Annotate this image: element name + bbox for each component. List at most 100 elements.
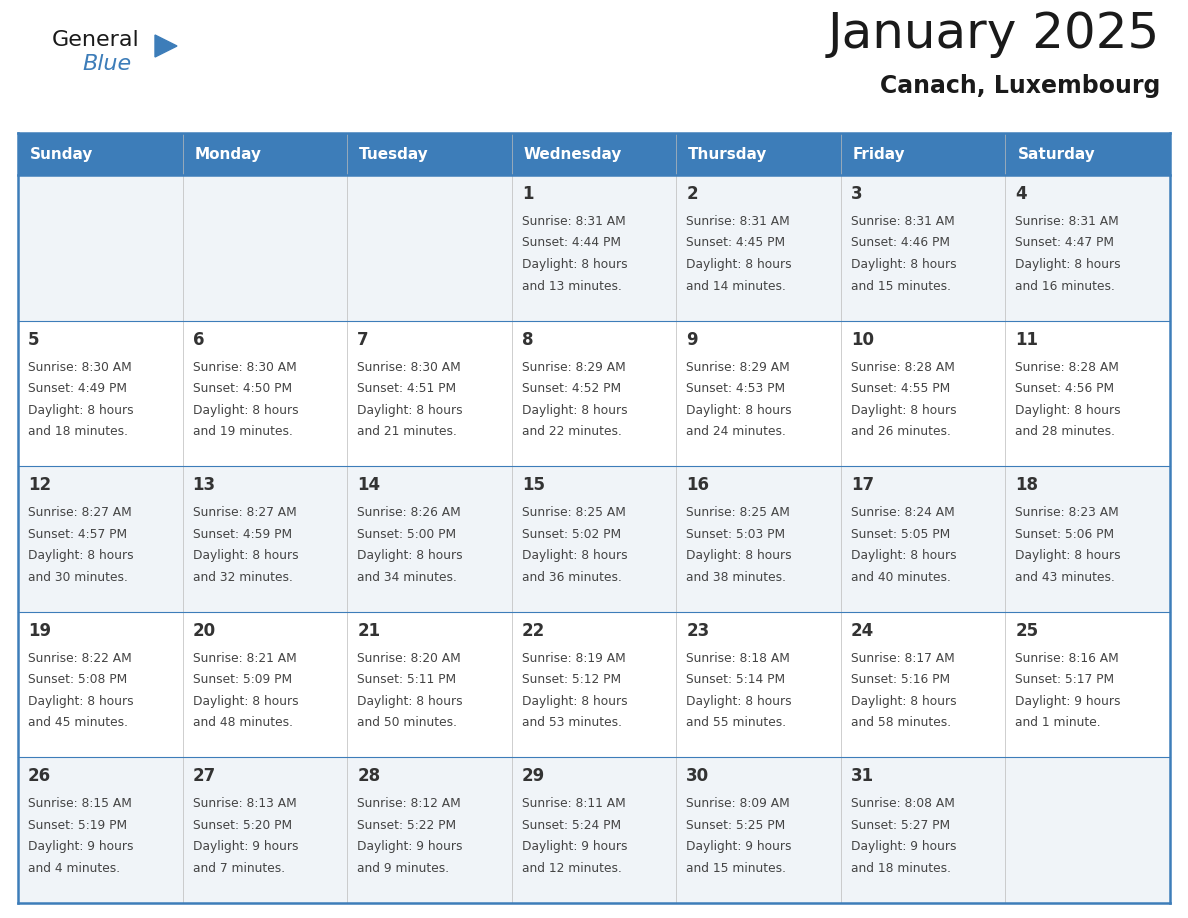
Text: 14: 14	[358, 476, 380, 494]
Text: and 9 minutes.: and 9 minutes.	[358, 862, 449, 875]
Text: and 19 minutes.: and 19 minutes.	[192, 425, 292, 438]
Text: Daylight: 8 hours: Daylight: 8 hours	[1016, 258, 1121, 271]
Text: and 53 minutes.: and 53 minutes.	[522, 716, 621, 729]
Text: Sunset: 5:02 PM: Sunset: 5:02 PM	[522, 528, 621, 541]
Text: Daylight: 8 hours: Daylight: 8 hours	[358, 549, 463, 562]
Bar	[347, 611, 512, 757]
Text: Sunrise: 8:17 AM: Sunrise: 8:17 AM	[851, 652, 955, 665]
Text: and 28 minutes.: and 28 minutes.	[1016, 425, 1116, 438]
Text: Sunset: 5:06 PM: Sunset: 5:06 PM	[1016, 528, 1114, 541]
Bar	[183, 133, 347, 175]
Text: Sunrise: 8:11 AM: Sunrise: 8:11 AM	[522, 798, 625, 811]
Bar	[512, 320, 676, 466]
Text: 9: 9	[687, 330, 697, 349]
Bar	[1005, 466, 1170, 611]
Text: Daylight: 9 hours: Daylight: 9 hours	[192, 840, 298, 854]
Text: Daylight: 8 hours: Daylight: 8 hours	[192, 549, 298, 562]
Text: Daylight: 8 hours: Daylight: 8 hours	[522, 404, 627, 417]
Text: Sunset: 5:24 PM: Sunset: 5:24 PM	[522, 819, 621, 832]
Text: Daylight: 8 hours: Daylight: 8 hours	[192, 404, 298, 417]
Bar	[183, 611, 347, 757]
Bar	[347, 175, 512, 320]
Text: Sunset: 5:16 PM: Sunset: 5:16 PM	[851, 673, 950, 687]
Text: Sunset: 4:55 PM: Sunset: 4:55 PM	[851, 382, 950, 395]
Text: Sunset: 4:51 PM: Sunset: 4:51 PM	[358, 382, 456, 395]
Text: Canach, Luxembourg: Canach, Luxembourg	[879, 74, 1159, 98]
Bar	[347, 757, 512, 903]
Text: Daylight: 8 hours: Daylight: 8 hours	[29, 404, 133, 417]
Text: and 34 minutes.: and 34 minutes.	[358, 571, 457, 584]
Bar	[347, 466, 512, 611]
Text: Sunset: 5:05 PM: Sunset: 5:05 PM	[851, 528, 950, 541]
Text: Sunset: 4:45 PM: Sunset: 4:45 PM	[687, 237, 785, 250]
Text: Sunrise: 8:30 AM: Sunrise: 8:30 AM	[29, 361, 132, 374]
Text: 15: 15	[522, 476, 545, 494]
Text: Sunrise: 8:30 AM: Sunrise: 8:30 AM	[192, 361, 296, 374]
Text: Sunrise: 8:28 AM: Sunrise: 8:28 AM	[851, 361, 955, 374]
Text: and 32 minutes.: and 32 minutes.	[192, 571, 292, 584]
Text: 8: 8	[522, 330, 533, 349]
Text: Sunrise: 8:28 AM: Sunrise: 8:28 AM	[1016, 361, 1119, 374]
Text: 31: 31	[851, 767, 874, 786]
Text: Sunset: 5:17 PM: Sunset: 5:17 PM	[1016, 673, 1114, 687]
Text: Sunset: 4:44 PM: Sunset: 4:44 PM	[522, 237, 620, 250]
Text: Sunset: 5:09 PM: Sunset: 5:09 PM	[192, 673, 292, 687]
Text: Sunrise: 8:24 AM: Sunrise: 8:24 AM	[851, 506, 955, 520]
Text: Sunset: 4:46 PM: Sunset: 4:46 PM	[851, 237, 950, 250]
Text: and 30 minutes.: and 30 minutes.	[29, 571, 128, 584]
Text: 5: 5	[29, 330, 39, 349]
Text: Sunrise: 8:30 AM: Sunrise: 8:30 AM	[358, 361, 461, 374]
Text: and 18 minutes.: and 18 minutes.	[851, 862, 950, 875]
Polygon shape	[154, 35, 177, 57]
Text: 18: 18	[1016, 476, 1038, 494]
Text: Sunrise: 8:29 AM: Sunrise: 8:29 AM	[687, 361, 790, 374]
Text: Friday: Friday	[853, 147, 905, 162]
Text: Sunset: 5:22 PM: Sunset: 5:22 PM	[358, 819, 456, 832]
Text: 28: 28	[358, 767, 380, 786]
Text: 24: 24	[851, 621, 874, 640]
Text: Monday: Monday	[195, 147, 261, 162]
Text: Sunset: 5:14 PM: Sunset: 5:14 PM	[687, 673, 785, 687]
Text: Saturday: Saturday	[1017, 147, 1095, 162]
Bar	[1005, 611, 1170, 757]
Text: Sunset: 5:25 PM: Sunset: 5:25 PM	[687, 819, 785, 832]
Text: 30: 30	[687, 767, 709, 786]
Text: Daylight: 8 hours: Daylight: 8 hours	[192, 695, 298, 708]
Bar	[841, 466, 1005, 611]
Text: 23: 23	[687, 621, 709, 640]
Text: Daylight: 8 hours: Daylight: 8 hours	[522, 258, 627, 271]
Bar	[183, 466, 347, 611]
Text: Daylight: 9 hours: Daylight: 9 hours	[522, 840, 627, 854]
Text: Daylight: 8 hours: Daylight: 8 hours	[687, 549, 792, 562]
Text: 17: 17	[851, 476, 874, 494]
Text: and 15 minutes.: and 15 minutes.	[851, 279, 950, 293]
Text: Sunset: 5:08 PM: Sunset: 5:08 PM	[29, 673, 127, 687]
Text: 4: 4	[1016, 185, 1028, 203]
Text: Sunrise: 8:22 AM: Sunrise: 8:22 AM	[29, 652, 132, 665]
Text: January 2025: January 2025	[828, 10, 1159, 58]
Bar	[183, 757, 347, 903]
Text: Sunrise: 8:25 AM: Sunrise: 8:25 AM	[522, 506, 626, 520]
Text: Sunrise: 8:13 AM: Sunrise: 8:13 AM	[192, 798, 296, 811]
Text: and 18 minutes.: and 18 minutes.	[29, 425, 128, 438]
Bar	[18, 133, 183, 175]
Text: Sunset: 4:50 PM: Sunset: 4:50 PM	[192, 382, 292, 395]
Text: Sunrise: 8:09 AM: Sunrise: 8:09 AM	[687, 798, 790, 811]
Text: and 24 minutes.: and 24 minutes.	[687, 425, 786, 438]
Text: Sunrise: 8:20 AM: Sunrise: 8:20 AM	[358, 652, 461, 665]
Text: Daylight: 9 hours: Daylight: 9 hours	[851, 840, 956, 854]
Text: and 21 minutes.: and 21 minutes.	[358, 425, 457, 438]
Text: and 4 minutes.: and 4 minutes.	[29, 862, 120, 875]
Bar	[512, 466, 676, 611]
Text: Sunrise: 8:21 AM: Sunrise: 8:21 AM	[192, 652, 296, 665]
Text: Sunrise: 8:23 AM: Sunrise: 8:23 AM	[1016, 506, 1119, 520]
Text: Daylight: 8 hours: Daylight: 8 hours	[851, 695, 956, 708]
Text: Sunset: 4:56 PM: Sunset: 4:56 PM	[1016, 382, 1114, 395]
Text: and 40 minutes.: and 40 minutes.	[851, 571, 950, 584]
Text: Sunrise: 8:31 AM: Sunrise: 8:31 AM	[1016, 215, 1119, 228]
Text: Sunset: 5:12 PM: Sunset: 5:12 PM	[522, 673, 621, 687]
Bar	[512, 133, 676, 175]
Text: Daylight: 8 hours: Daylight: 8 hours	[29, 695, 133, 708]
Text: Sunset: 4:52 PM: Sunset: 4:52 PM	[522, 382, 621, 395]
Text: Sunrise: 8:16 AM: Sunrise: 8:16 AM	[1016, 652, 1119, 665]
